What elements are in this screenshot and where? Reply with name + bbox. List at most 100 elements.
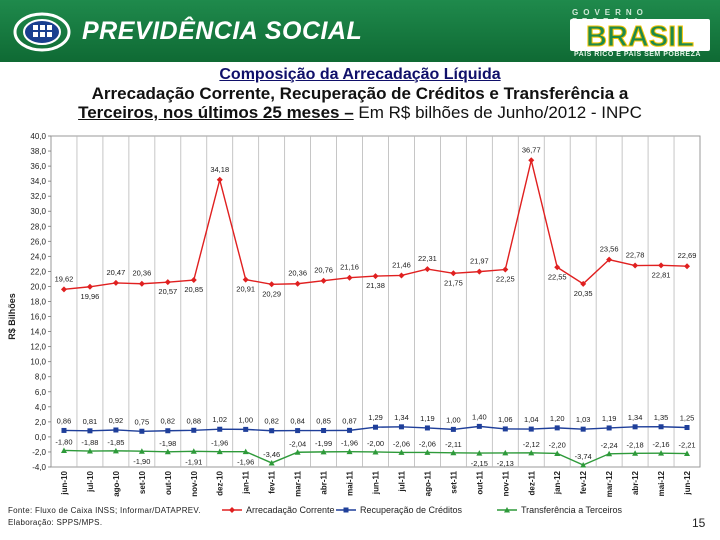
data-label: -1,98 (159, 439, 176, 448)
data-label: 0,84 (290, 417, 305, 426)
y-tick-label: 40,0 (30, 132, 46, 141)
data-point-square (295, 428, 301, 434)
data-point-diamond (190, 277, 197, 284)
data-point-diamond (60, 286, 67, 293)
x-tick-label: abr-11 (320, 470, 329, 494)
data-label: 19,62 (55, 274, 74, 283)
source-note: Fonte: Fluxo de Caixa INSS; Informar/DAT… (8, 506, 201, 515)
data-label: -2,21 (678, 441, 695, 450)
data-label: -1,91 (185, 457, 202, 466)
data-point-diamond (398, 272, 405, 279)
data-point-diamond (502, 266, 509, 273)
data-label: -2,24 (601, 441, 618, 450)
chart-subtitle-line2: Terceiros, nos últimos 25 meses – Em R$ … (0, 103, 720, 122)
data-point-square (61, 427, 67, 433)
y-tick-label: 2,0 (35, 418, 47, 427)
data-point-square (191, 427, 197, 433)
data-point-square (373, 424, 378, 430)
y-tick-label: 10,0 (30, 358, 46, 367)
y-tick-label: 12,0 (30, 343, 46, 352)
data-point-triangle (372, 448, 379, 455)
x-tick-label: jun-10 (60, 470, 69, 495)
data-label: 22,69 (678, 251, 697, 260)
data-label: 0,75 (135, 417, 150, 426)
y-tick-label: 8,0 (35, 373, 47, 382)
y-axis-label: R$ Bilhões (7, 293, 17, 340)
chart-subtitle-line1: Arrecadação Corrente, Recuperação de Cré… (91, 84, 629, 103)
title-block: Composição da Arrecadação Líquida Arreca… (0, 66, 720, 122)
data-point-triangle (554, 450, 561, 456)
data-label: 1,04 (524, 415, 539, 424)
data-point-diamond (164, 279, 171, 286)
data-point-triangle (60, 447, 67, 453)
data-point-diamond (476, 268, 483, 275)
data-label: 0,92 (109, 416, 124, 425)
x-tick-label: jun-12 (683, 470, 692, 495)
data-point-square (398, 424, 404, 430)
data-point-diamond (320, 277, 327, 284)
data-point-triangle (86, 448, 93, 454)
data-point-triangle (242, 448, 249, 455)
data-point-triangle (502, 449, 509, 456)
y-tick-label: 20,0 (30, 282, 46, 291)
footer-note: Fonte: Fluxo de Caixa INSS; Informar/DAT… (8, 505, 201, 529)
data-point-triangle (346, 448, 353, 455)
data-point-triangle (294, 449, 301, 455)
header-bar: PREVIDÊNCIA SOCIAL GOVERNO FEDERAL BRASI… (0, 0, 720, 62)
y-tick-label: 18,0 (30, 298, 46, 307)
x-tick-label: dez-10 (216, 470, 225, 495)
data-label: 0,82 (161, 417, 176, 426)
data-point-triangle (164, 448, 171, 455)
data-point-diamond (632, 262, 639, 269)
x-tick-label: jun-11 (372, 470, 381, 495)
data-label: 21,16 (340, 263, 359, 272)
subtitle-units: Em R$ bilhões de Junho/2012 - INPC (353, 103, 642, 122)
data-point-diamond (242, 276, 249, 283)
data-point-diamond (424, 266, 431, 273)
legend-marker (343, 507, 349, 513)
page-number: 15 (692, 516, 706, 530)
data-point-diamond (450, 270, 457, 277)
data-point-square (658, 424, 664, 430)
data-label: 22,81 (652, 270, 671, 279)
data-label: 20,36 (288, 269, 307, 278)
data-label: 20,47 (107, 268, 126, 277)
y-tick-label: 34,0 (30, 177, 46, 186)
brasil-word: BRASIL (586, 21, 694, 51)
data-label: 0,86 (57, 416, 72, 425)
data-label: -1,85 (107, 438, 124, 447)
data-label: 21,75 (444, 278, 463, 287)
data-label: 21,38 (366, 281, 385, 290)
data-label: -1,90 (133, 457, 150, 466)
data-point-square (87, 428, 93, 434)
data-label: 1,35 (654, 413, 669, 422)
data-point-square (347, 427, 353, 433)
data-point-diamond (268, 281, 275, 288)
data-point-diamond (684, 263, 691, 270)
data-point-square (632, 424, 638, 430)
data-point-diamond (346, 274, 353, 281)
data-label: 19,96 (81, 292, 100, 301)
x-tick-label: mai-11 (346, 470, 355, 495)
data-label: 1,25 (680, 414, 695, 423)
x-tick-label: set-11 (449, 470, 458, 493)
data-point-diamond (112, 279, 119, 286)
data-label: -2,11 (445, 440, 462, 449)
data-label: -2,15 (471, 459, 488, 468)
y-tick-label: 4,0 (35, 403, 47, 412)
y-tick-label: 22,0 (30, 267, 46, 276)
data-point-triangle (424, 449, 431, 455)
y-tick-label: -4,0 (32, 463, 46, 472)
data-label: 21,46 (392, 260, 411, 269)
x-tick-label: mai-12 (657, 470, 666, 496)
data-point-triangle (138, 448, 145, 454)
data-label: 1,20 (550, 414, 565, 423)
data-label: -1,96 (211, 439, 228, 448)
data-label: 1,03 (576, 415, 591, 424)
x-tick-label: ago-10 (112, 470, 121, 496)
data-label: 22,25 (496, 275, 515, 284)
data-point-square (139, 428, 145, 434)
data-point-diamond (658, 262, 665, 269)
data-label: 0,87 (342, 416, 357, 425)
